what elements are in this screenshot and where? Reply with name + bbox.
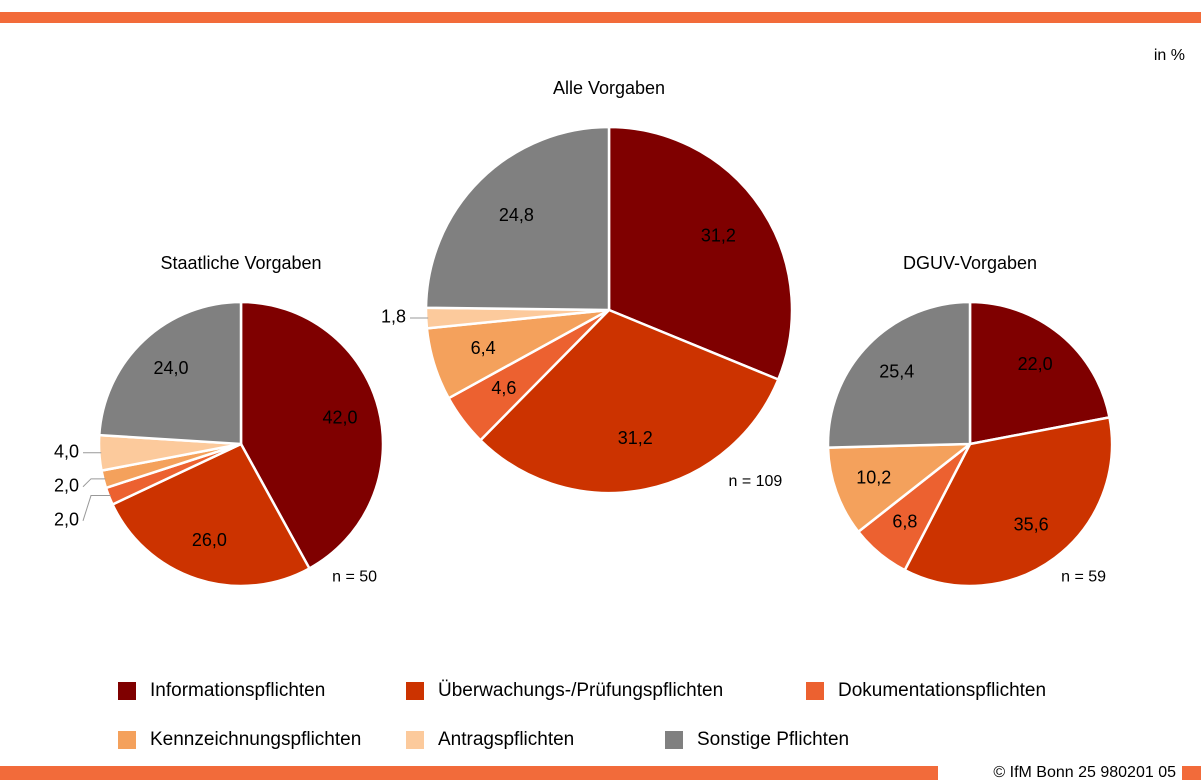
value-label: 24,8: [499, 205, 534, 225]
source: © IfM Bonn 25 980201 05: [993, 764, 1176, 780]
pie-slice: [424, 125, 611, 312]
pie-slice: [479, 308, 780, 495]
legend-label: Sonstige Pflichten: [697, 729, 849, 750]
value-label: 42,0: [323, 407, 358, 427]
legend-swatch: [118, 731, 136, 749]
leader-line: [82, 478, 106, 488]
legend-swatch: [806, 682, 824, 700]
pie-title: Staatliche Vorgaben: [160, 253, 321, 273]
legend-label: Dokumentationspflichten: [838, 680, 1046, 701]
legend-label: Informationspflichten: [150, 680, 325, 701]
legend-swatch: [406, 682, 424, 700]
value-label: 26,0: [192, 530, 227, 550]
pie-slice: [98, 300, 243, 446]
legend-swatch: [118, 682, 136, 700]
value-label: 1,8: [381, 307, 406, 327]
value-label: 4,6: [491, 378, 516, 398]
pie-title: Alle Vorgaben: [553, 78, 665, 98]
pie-slice: [607, 125, 794, 381]
value-label: 22,0: [1018, 354, 1053, 374]
legend-swatch: [665, 731, 683, 749]
unit-label: in %: [1154, 47, 1185, 64]
value-label: 31,2: [618, 428, 653, 448]
pie-note: n = 109: [728, 473, 782, 490]
pie-slice: [903, 416, 1114, 588]
value-label: 31,2: [701, 225, 736, 245]
value-label: 6,8: [892, 512, 917, 532]
value-label: 24,0: [153, 358, 188, 378]
pie-slice: [826, 300, 972, 449]
value-label: 2,0: [54, 510, 79, 530]
pie-slice: [239, 300, 385, 570]
pie-slice: [826, 442, 972, 533]
pie-slice: [968, 300, 1111, 446]
value-label: 4,0: [54, 442, 79, 462]
leader-line: [82, 495, 111, 521]
pie-title: DGUV-Vorgaben: [903, 253, 1037, 273]
value-label: 25,4: [879, 361, 914, 381]
legend-label: Kennzeichnungspflichten: [150, 729, 361, 750]
legend-label: Antragspflichten: [438, 729, 574, 750]
bottom-bar: [0, 766, 938, 780]
value-label: 35,6: [1014, 515, 1049, 535]
bottom-bar-end: [1182, 766, 1201, 780]
legend-swatch: [406, 731, 424, 749]
value-label: 2,0: [54, 476, 79, 496]
value-label: 10,2: [856, 467, 891, 487]
pie-slice: [111, 442, 311, 588]
top-bar: [0, 12, 1201, 23]
pie-note: n = 59: [1061, 569, 1106, 586]
value-label: 6,4: [471, 338, 496, 358]
legend-label: Überwachungs-/Prüfungspflichten: [438, 680, 723, 701]
pie-note: n = 50: [332, 569, 377, 586]
